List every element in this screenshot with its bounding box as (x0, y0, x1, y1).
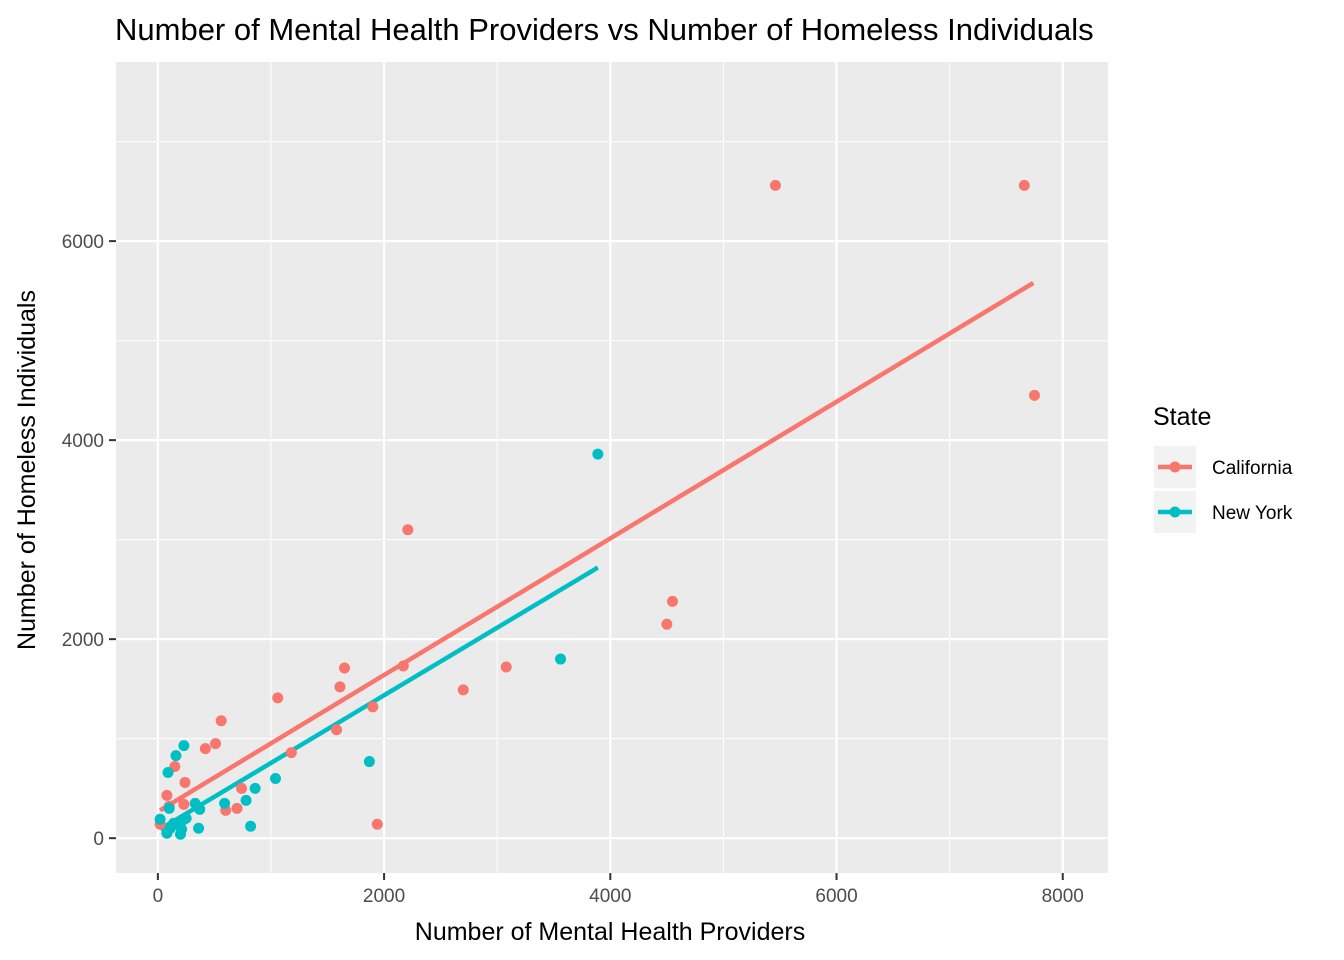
point-california (215, 715, 227, 727)
x-tick-label: 8000 (1042, 886, 1084, 907)
x-axis: 0 2000 4000 6000 8000 (153, 873, 1084, 907)
x-tick-label: 6000 (815, 886, 857, 907)
point-california (334, 681, 346, 693)
point-california (272, 692, 284, 704)
grid-major (116, 62, 1108, 873)
point-new-york (249, 782, 261, 794)
point-california (210, 738, 222, 750)
point-california (661, 618, 673, 630)
legend-label-new-york: New York (1212, 503, 1293, 524)
y-axis: 0 2000 4000 6000 (62, 232, 116, 850)
legend-label-california: California (1212, 458, 1293, 479)
point-california (331, 724, 343, 736)
legend-title: State (1153, 403, 1211, 431)
point-california (179, 776, 191, 788)
point-new-york (194, 803, 206, 815)
x-tick-label: 4000 (589, 886, 631, 907)
point-new-york (240, 794, 252, 806)
point-california (231, 802, 243, 814)
point-california (1028, 389, 1040, 401)
chart-title: Number of Mental Health Providers vs Num… (115, 12, 1094, 47)
legend-point-new-york (1169, 506, 1181, 518)
data-points (154, 179, 1040, 840)
point-new-york (193, 822, 205, 834)
point-california (402, 524, 414, 536)
point-california (285, 747, 297, 759)
trend-line-new-york (158, 565, 600, 832)
point-california (1018, 179, 1030, 191)
point-new-york (154, 813, 166, 825)
point-california (371, 818, 383, 830)
y-tick-label: 2000 (62, 630, 104, 651)
legend: State California New York (1153, 403, 1293, 533)
point-new-york (219, 797, 231, 809)
y-tick-label: 0 (93, 829, 104, 850)
point-california (769, 179, 781, 191)
point-california (178, 798, 190, 810)
point-new-york (269, 772, 281, 784)
point-california (338, 662, 350, 674)
legend-point-california (1169, 461, 1181, 473)
point-new-york (178, 740, 190, 752)
y-tick-label: 6000 (62, 232, 104, 253)
y-tick-label: 4000 (62, 431, 104, 452)
plot-panel (116, 62, 1108, 873)
point-california (457, 684, 469, 696)
point-new-york (245, 820, 257, 832)
point-new-york (555, 653, 567, 665)
point-new-york (176, 823, 188, 835)
point-new-york (170, 750, 182, 762)
trend-line-california (158, 280, 1035, 813)
point-new-york (180, 812, 192, 824)
x-axis-title: Number of Mental Health Providers (415, 918, 805, 946)
point-california (367, 701, 379, 713)
point-california (199, 743, 211, 755)
point-new-york (592, 448, 604, 460)
x-tick-label: 0 (153, 886, 164, 907)
point-california (397, 660, 409, 672)
point-new-york (363, 756, 375, 768)
point-new-york (163, 802, 175, 814)
point-california (236, 782, 248, 794)
point-new-york (162, 766, 174, 778)
y-axis-title: Number of Homeless Individuals (13, 290, 41, 650)
point-california (667, 595, 679, 607)
point-california (161, 789, 173, 801)
x-tick-label: 2000 (363, 886, 405, 907)
point-california (500, 661, 512, 673)
trend-lines (158, 280, 1035, 832)
